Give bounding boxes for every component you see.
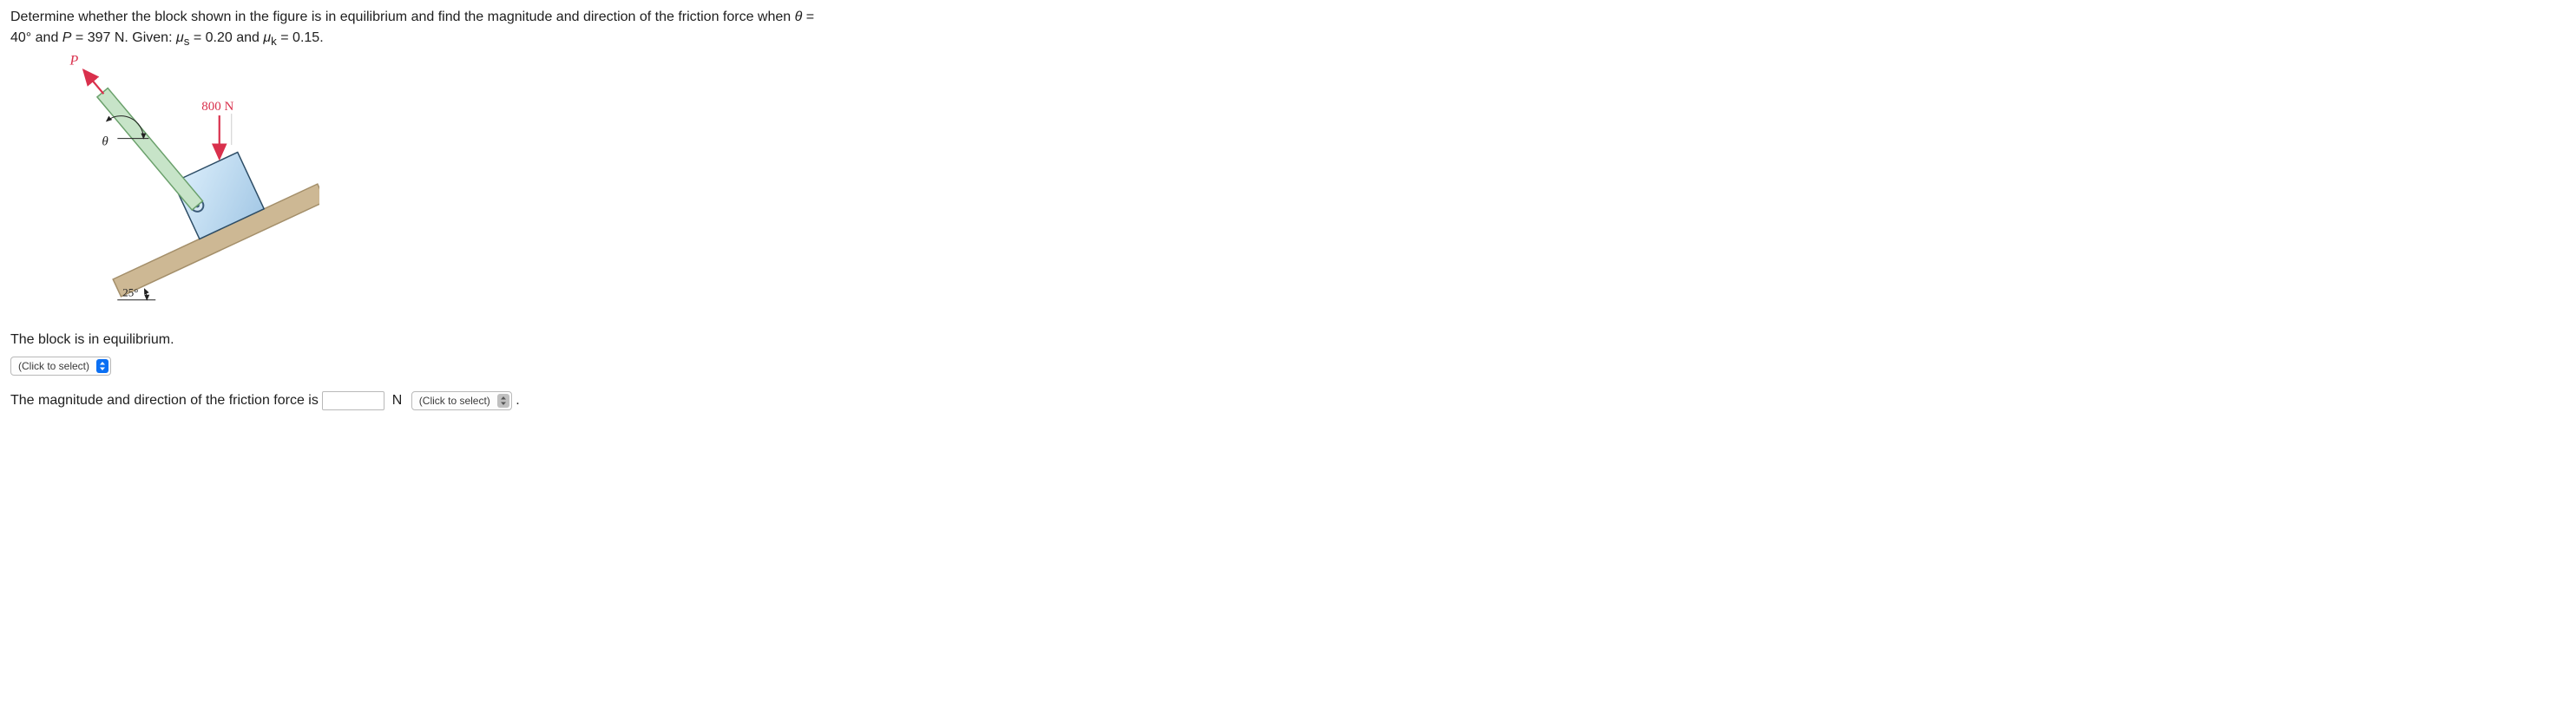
svg-text:800 N: 800 N <box>201 100 233 114</box>
eq-sign-1: = <box>802 10 814 24</box>
equilibrium-select[interactable]: (Click to select) <box>10 357 111 376</box>
period: . <box>516 393 519 408</box>
svg-text:θ: θ <box>102 135 108 149</box>
svg-text:P: P <box>69 54 78 69</box>
unit-n: N <box>392 390 403 411</box>
updown-icon <box>96 359 108 373</box>
mu-k-val: = 0.15. <box>277 30 324 45</box>
select-placeholder-2: (Click to select) <box>419 393 490 409</box>
mu-k-sub: k <box>271 35 277 48</box>
magnitude-text: The magnitude and direction of the frict… <box>10 393 322 408</box>
updown-icon <box>497 394 509 408</box>
p-value: = 397 N. Given: <box>71 30 176 45</box>
theta-symbol: θ <box>795 10 803 24</box>
p-symbol: P <box>62 30 72 45</box>
select-placeholder-1: (Click to select) <box>18 358 89 374</box>
friction-magnitude-input[interactable] <box>322 391 384 410</box>
svg-text:25°: 25° <box>122 286 138 299</box>
equilibrium-statement: The block is in equilibrium. <box>10 330 2566 350</box>
problem-figure: Pθ 800 N 25° <box>42 54 2566 312</box>
friction-direction-select[interactable]: (Click to select) <box>411 391 512 410</box>
mu-k-symbol: μ <box>263 30 271 45</box>
problem-text-1: Determine whether the block shown in the… <box>10 10 795 24</box>
mu-s-symbol: μ <box>176 30 184 45</box>
problem-text-2a: 40° and <box>10 30 62 45</box>
mu-s-val: = 0.20 and <box>189 30 263 45</box>
